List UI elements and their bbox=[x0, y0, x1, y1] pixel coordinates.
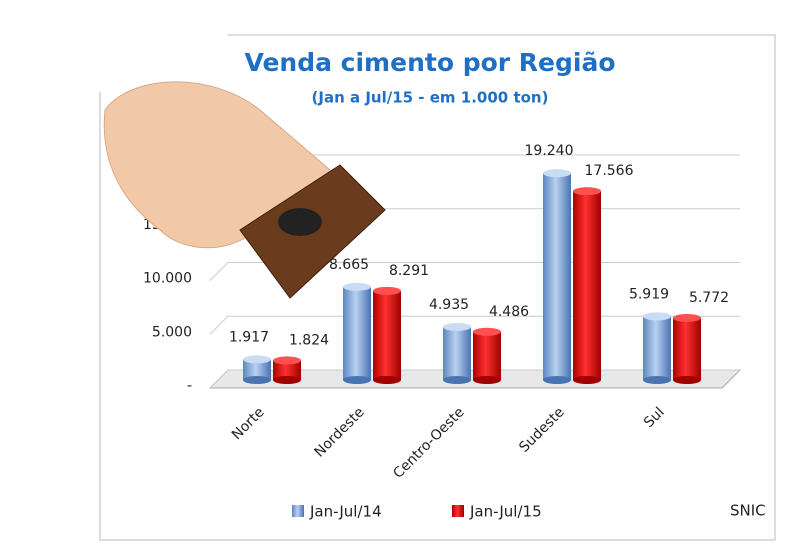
bar-base bbox=[273, 376, 301, 384]
bar bbox=[673, 317, 701, 380]
value-label: 4.935 bbox=[429, 297, 469, 313]
value-label: 5.772 bbox=[689, 290, 729, 306]
bar-base bbox=[373, 376, 401, 384]
bar-base bbox=[673, 376, 701, 384]
bar bbox=[473, 331, 501, 380]
y-tick-label: - bbox=[187, 378, 192, 394]
bar-top bbox=[443, 322, 471, 331]
source: SNIC bbox=[730, 502, 766, 520]
legend-swatch bbox=[292, 505, 304, 517]
bar-base bbox=[543, 376, 571, 384]
value-label: 19.240 bbox=[525, 143, 574, 159]
bar-top bbox=[573, 187, 601, 196]
value-label: 1.824 bbox=[289, 332, 329, 348]
bar bbox=[273, 360, 301, 380]
legend-swatch bbox=[452, 505, 464, 517]
bar-base bbox=[343, 376, 371, 384]
y-tick-label: 10.000 bbox=[143, 271, 192, 287]
value-label: 17.566 bbox=[585, 163, 634, 179]
bar-top bbox=[373, 286, 401, 295]
bar-base bbox=[473, 376, 501, 384]
bar-base bbox=[443, 376, 471, 384]
bar-top bbox=[643, 312, 671, 321]
value-label: 8.291 bbox=[389, 263, 429, 279]
value-label: 8.665 bbox=[329, 257, 369, 273]
bar-top bbox=[543, 169, 571, 178]
bar bbox=[643, 316, 671, 380]
stamp-knob bbox=[278, 208, 322, 236]
bar-base bbox=[643, 376, 671, 384]
legend-label: Jan-Jul/14 bbox=[309, 503, 382, 521]
bar bbox=[373, 290, 401, 380]
value-label: 1.917 bbox=[229, 329, 269, 345]
bar-base bbox=[573, 376, 601, 384]
chart-title: Venda cimento por Região bbox=[244, 48, 615, 77]
bar-base bbox=[243, 376, 271, 384]
bar bbox=[243, 359, 271, 380]
bar bbox=[573, 191, 601, 380]
y-tick-label: 5.000 bbox=[152, 324, 192, 340]
chart-subtitle: (Jan a Jul/15 - em 1.000 ton) bbox=[312, 89, 549, 107]
bar bbox=[343, 286, 371, 380]
bar-top bbox=[473, 327, 501, 336]
bar-top bbox=[343, 282, 371, 291]
legend-label: Jan-Jul/15 bbox=[469, 503, 542, 521]
value-label: 4.486 bbox=[489, 304, 529, 320]
value-label: 5.919 bbox=[629, 286, 669, 302]
bar-top bbox=[243, 355, 271, 364]
bar-top bbox=[273, 356, 301, 365]
bar bbox=[543, 173, 571, 380]
bar-top bbox=[673, 313, 701, 322]
bar bbox=[443, 326, 471, 380]
hand bbox=[0, 0, 386, 299]
